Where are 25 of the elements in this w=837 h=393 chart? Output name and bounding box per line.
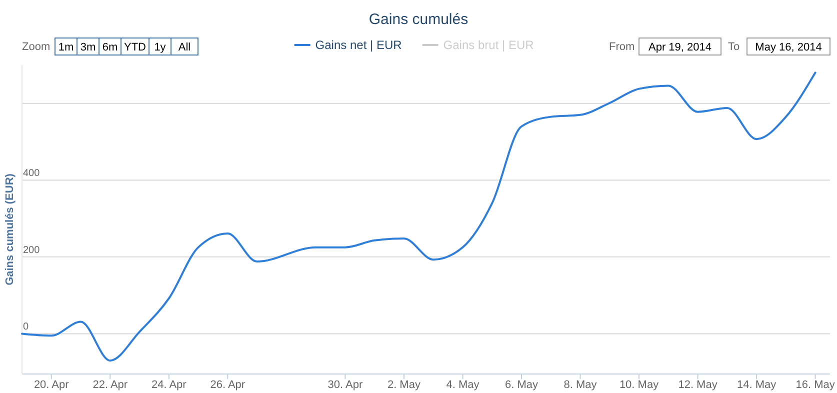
date-field: May 16, 2014 <box>746 38 830 56</box>
y-tick-label: 0 <box>23 322 29 333</box>
legend-label: Gains net | EUR <box>315 38 402 52</box>
x-tick-label: 8. May <box>564 379 598 391</box>
text: From <box>609 41 635 53</box>
y-axis-title: Gains cumulés (EUR) <box>4 173 16 286</box>
x-tick-label: 24. Apr <box>151 379 187 391</box>
chart-title: Gains cumulés <box>368 11 468 28</box>
text: Zoom <box>22 41 50 53</box>
x-tick-label: 4. May <box>446 379 480 391</box>
zoom-buttons: 1m 3m 6m YTD 1y All <box>54 38 198 56</box>
x-tick-label: 6. May <box>504 379 538 391</box>
x-tick-label: 10. May <box>619 379 660 391</box>
x-tick-label: 30. Apr <box>328 379 363 391</box>
x-tick-label: 14. May <box>736 379 777 391</box>
y-tick-label: 400 <box>23 168 40 180</box>
x-tick-label: 20. Apr <box>34 379 70 391</box>
x-tick-label: 2. May <box>387 379 421 391</box>
x-tick-label: 26. Apr <box>210 379 246 391</box>
x-tick-label: 12. May <box>678 379 718 391</box>
x-tick-label: 22. Apr <box>92 379 128 391</box>
y-tick-label: 200 <box>23 244 40 256</box>
x-tick-label: 16. May <box>796 379 836 391</box>
date-field: Apr 19, 2014 <box>638 38 722 56</box>
text: To <box>728 41 740 53</box>
